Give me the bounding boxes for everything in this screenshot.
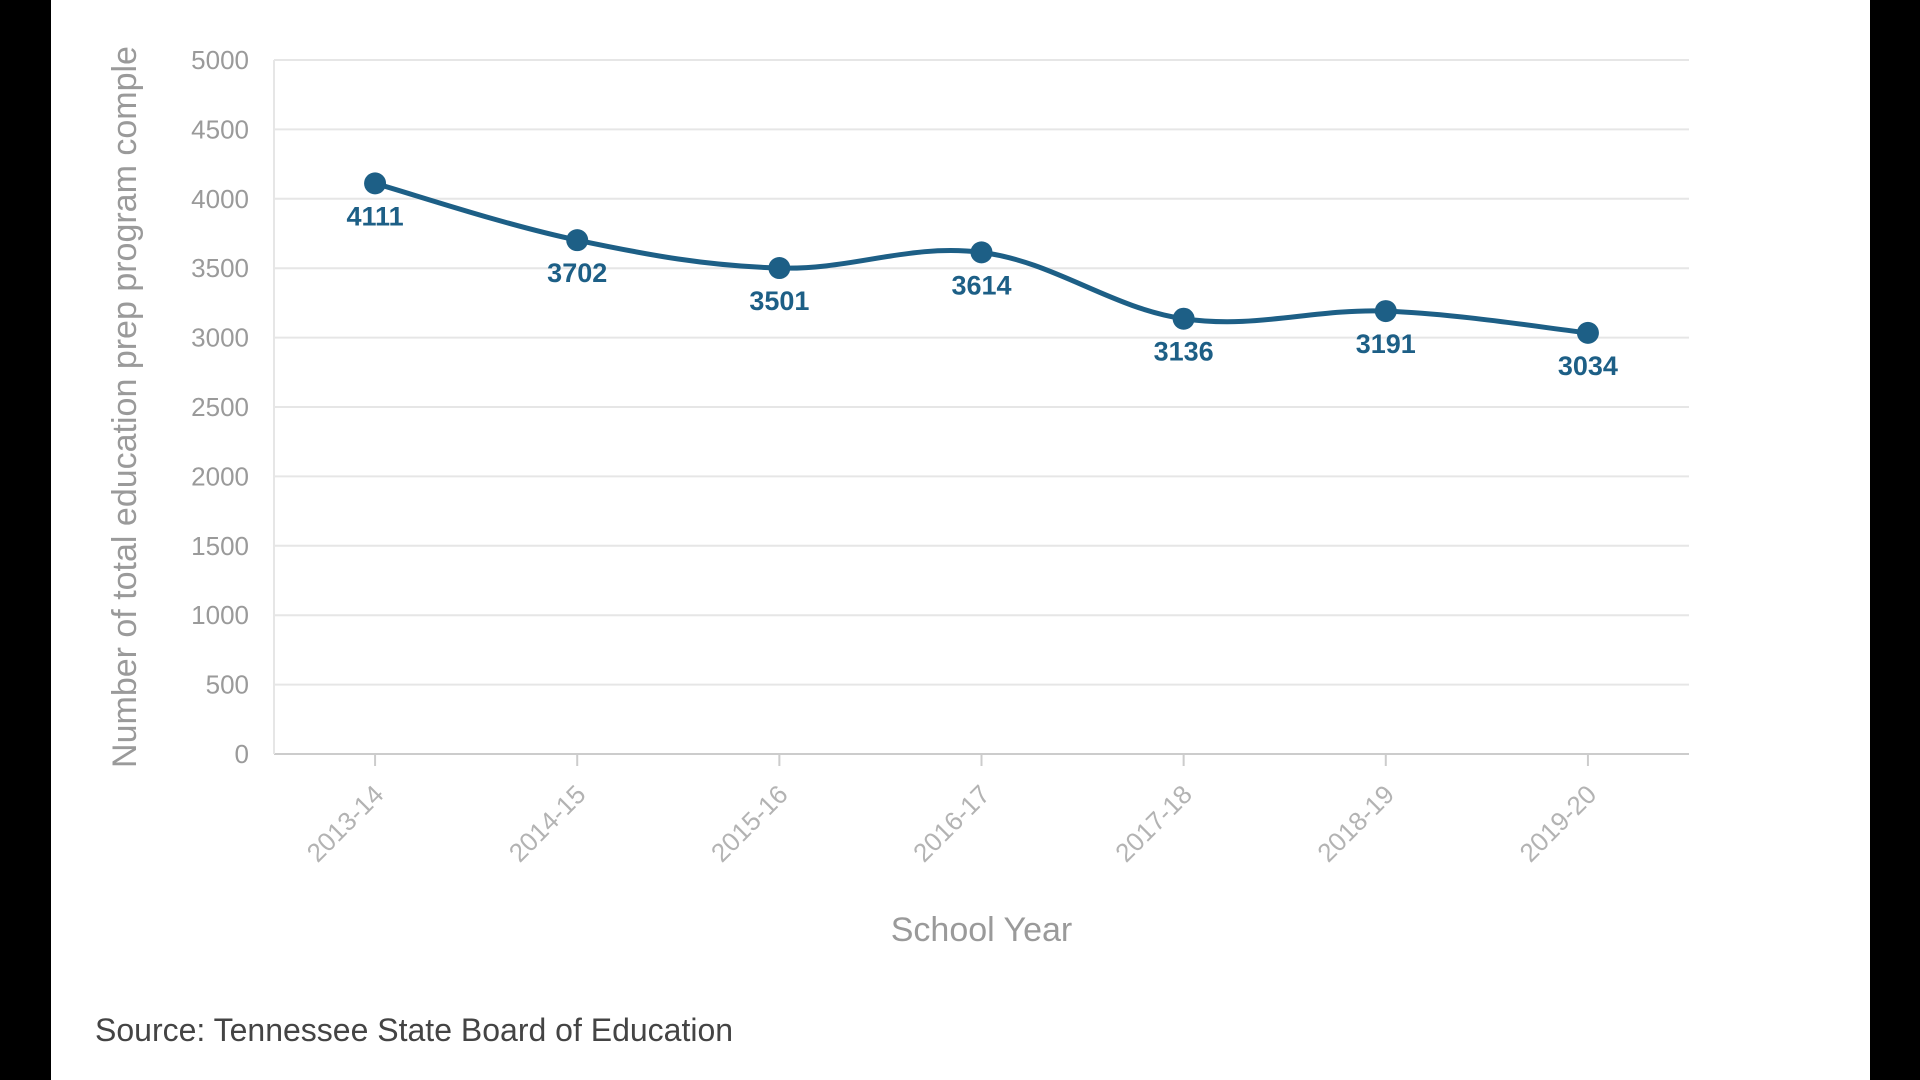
x-tick-label: 2014-15 [503,779,592,868]
y-tick-label: 0 [235,739,249,769]
data-label: 3614 [951,270,1011,300]
data-point [970,241,993,264]
data-point [1172,307,1195,330]
x-tick-label: 2013-14 [301,779,390,868]
y-tick-label: 3500 [191,253,249,283]
data-label: 3191 [1356,329,1416,359]
data-label: 3501 [749,286,809,316]
y-axis-ticks: 0 500 1000 1500 2000 2500 3000 3500 4000 4500 5000 [191,45,249,769]
data-point [768,257,791,280]
x-axis-title: School Year [891,911,1073,949]
gridlines [273,59,1689,755]
y-tick-label: 2000 [191,461,249,491]
y-tick-label: 3000 [191,323,249,353]
y-tick-label: 4500 [191,114,249,144]
data-point [364,172,387,195]
y-tick-label: 2500 [191,392,249,422]
y-tick-label: 1500 [191,531,249,561]
y-tick-label: 1000 [191,600,249,630]
line-chart: 0 500 1000 1500 2000 2500 3000 3500 4000 4500 5000… [106,45,1689,949]
data-points [364,172,1599,344]
x-tick-label: 2015-16 [705,779,794,868]
y-tick-label: 4000 [191,184,249,214]
x-tick-label: 2019-20 [1513,779,1602,868]
data-label: 3034 [1558,351,1618,381]
y-tick-label: 500 [206,670,249,700]
source-note: Source: Tennessee State Board of Educati… [95,1012,734,1048]
x-tick-label: 2016-17 [907,779,996,868]
x-tick-label: 2017-18 [1109,779,1198,868]
data-point [566,229,589,252]
data-label: 3136 [1154,337,1214,367]
y-tick-label: 5000 [191,45,249,75]
data-point [1374,300,1397,323]
data-label: 4111 [347,201,404,231]
data-point [1576,321,1599,344]
data-labels: 4111 3702 3501 3614 3136 3191 3034 [347,201,1618,380]
x-tick-label: 2018-19 [1311,779,1400,868]
y-axis-title: Number of total education prep program c… [106,46,144,768]
x-axis-ticks: 2013-14 2014-15 2015-16 2016-17 2017-18 2018-… [301,754,1602,868]
data-label: 3702 [547,258,607,288]
chart-panel [51,0,1870,1080]
